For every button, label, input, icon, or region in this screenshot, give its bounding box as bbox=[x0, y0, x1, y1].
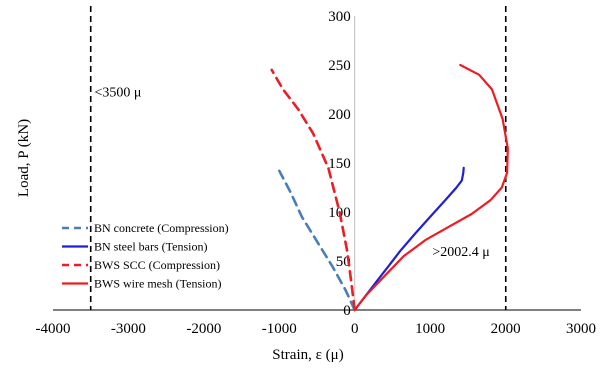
reference-lines bbox=[89, 6, 507, 310]
axes bbox=[53, 16, 581, 311]
series-line-0 bbox=[277, 169, 357, 312]
y-tick-label: 0 bbox=[343, 303, 351, 319]
legend-label-0: BN concrete (Compression) bbox=[94, 221, 229, 235]
x-tick-label: 2000 bbox=[491, 321, 521, 337]
y-tick-label: 300 bbox=[328, 9, 351, 25]
x-tick-label: 1000 bbox=[415, 321, 445, 337]
annotation-1: >2002.4 μ bbox=[432, 245, 489, 260]
series-line-3 bbox=[353, 63, 509, 312]
legend-label-2: BWS SCC (Compression) bbox=[94, 258, 220, 272]
legend-label-3: BWS wire mesh (Tension) bbox=[94, 277, 221, 291]
annotations: <3500 μ >2002.4 μ bbox=[94, 85, 489, 260]
series-line-2 bbox=[270, 68, 357, 312]
y-tick-label: 250 bbox=[328, 58, 351, 74]
x-tick-label: -2000 bbox=[186, 321, 221, 337]
x-tick-labels: -4000 -3000 -2000 -1000 0 1000 2000 3000 bbox=[36, 321, 597, 337]
x-tick-label: 3000 bbox=[566, 321, 596, 337]
y-tick-label: 150 bbox=[328, 156, 351, 172]
series-lines bbox=[270, 63, 509, 312]
x-tick-label: -4000 bbox=[36, 321, 71, 337]
y-tick-label: 200 bbox=[328, 107, 351, 123]
annotation-0: <3500 μ bbox=[94, 85, 141, 100]
y-axis-title: Load, P (kN) bbox=[16, 119, 32, 197]
legend-label-1: BN steel bars (Tension) bbox=[94, 240, 207, 254]
x-axis-title: Strain, ε (μ) bbox=[272, 347, 343, 363]
x-tick-label: 0 bbox=[351, 321, 359, 337]
series-line-1 bbox=[353, 166, 465, 312]
x-tick-label: -3000 bbox=[111, 321, 146, 337]
x-tick-label: -1000 bbox=[262, 321, 297, 337]
legend: BN concrete (Compression) BN steel bars (… bbox=[62, 221, 229, 291]
